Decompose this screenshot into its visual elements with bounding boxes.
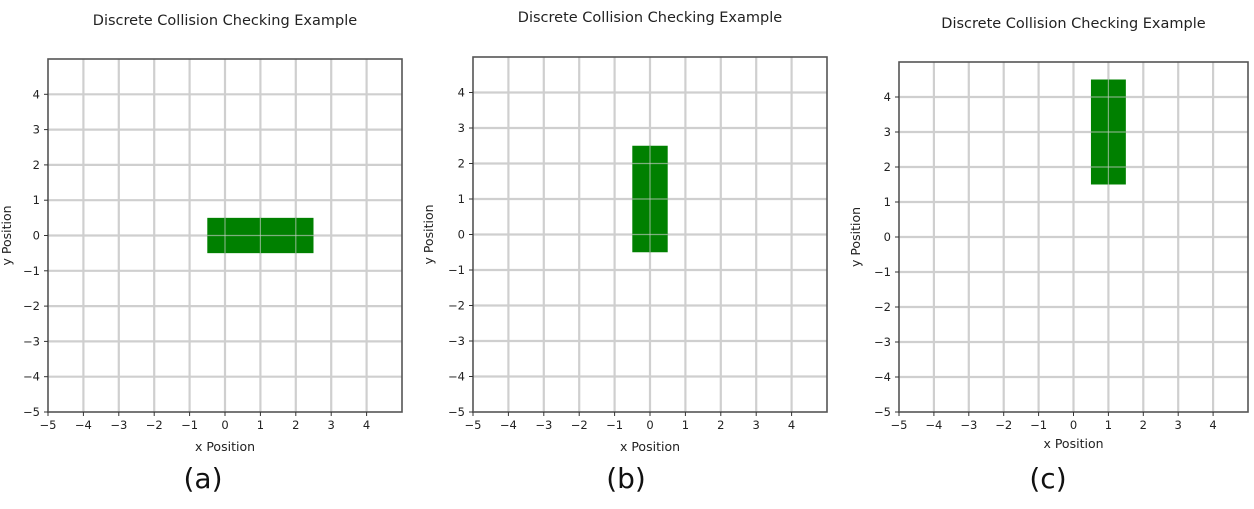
x-tick-label: 2 (292, 418, 299, 432)
x-axis-label: x Position (620, 439, 680, 454)
x-tick-label: 1 (257, 418, 264, 432)
y-tick-label: 0 (884, 230, 891, 244)
x-tick-label: −2 (995, 418, 1012, 432)
plot-title: Discrete Collision Checking Example (941, 16, 1205, 32)
x-tick-label: 3 (1175, 418, 1182, 432)
x-axis-label: x Position (195, 439, 255, 454)
y-axis-label: y Position (848, 207, 863, 267)
panel-caption: (c) (1029, 462, 1067, 495)
y-tick-label: −4 (874, 370, 891, 384)
y-tick-label: −2 (448, 299, 465, 313)
x-tick-label: −5 (465, 418, 482, 432)
x-axis-label: x Position (1043, 436, 1103, 451)
y-tick-label: −1 (23, 264, 40, 278)
x-tick-label: 1 (682, 418, 689, 432)
x-tick-label: −5 (40, 418, 57, 432)
y-tick-label: 0 (458, 228, 465, 242)
y-tick-label: −1 (448, 263, 465, 277)
x-tick-label: −2 (571, 418, 588, 432)
y-tick-label: 2 (33, 158, 40, 172)
y-axis-label: y Position (421, 204, 436, 264)
x-tick-label: 4 (1209, 418, 1216, 432)
x-tick-label: 0 (221, 418, 228, 432)
plot-panel-a: −5 −4 −3 −2 −1 0 1 2 3 4 −5 −4 −3 −2 −1 0 1 2 3 4 Discrete C… (0, 13, 403, 454)
x-tick-label: −4 (500, 418, 517, 432)
x-tick-label: −1 (181, 418, 198, 432)
x-tick-label: 0 (646, 418, 653, 432)
y-tick-label: −3 (448, 334, 465, 348)
x-tick-label: 3 (328, 418, 335, 432)
x-tick-label: −1 (1030, 418, 1047, 432)
plot-title: Discrete Collision Checking Example (93, 13, 357, 29)
x-tick-label: 3 (753, 418, 760, 432)
y-tick-label: 4 (884, 90, 891, 104)
x-tick-label: −3 (535, 418, 552, 432)
x-tick-label: 1 (1105, 418, 1112, 432)
y-tick-label: −2 (874, 300, 891, 314)
x-tick-label: −3 (960, 418, 977, 432)
y-tick-label: 3 (884, 125, 891, 139)
x-tick-label: 4 (788, 418, 795, 432)
y-tick-label: −3 (874, 335, 891, 349)
y-tick-label: −2 (23, 299, 40, 313)
x-tick-label: −4 (75, 418, 92, 432)
y-tick-label: −5 (23, 405, 40, 419)
y-tick-label: −4 (23, 370, 40, 384)
y-tick-label: −5 (874, 405, 891, 419)
x-tick-label: −4 (925, 418, 942, 432)
y-tick-label: 2 (884, 160, 891, 174)
y-tick-label: 4 (33, 87, 40, 101)
x-tick-label: −2 (146, 418, 163, 432)
y-tick-label: −3 (23, 334, 40, 348)
plot-panel-c: −5 −4 −3 −2 −1 0 1 2 3 4 −5 −4 −3 −2 −1 0 1 2 3 4 Discrete C… (848, 16, 1249, 451)
y-tick-label: 1 (884, 195, 891, 209)
panel-caption: (b) (606, 462, 646, 495)
x-tick-label: 0 (1070, 418, 1077, 432)
y-tick-label: 3 (458, 121, 465, 135)
plot-title: Discrete Collision Checking Example (518, 10, 782, 26)
y-tick-label: −5 (448, 405, 465, 419)
y-tick-label: 1 (33, 193, 40, 207)
y-tick-label: 2 (458, 157, 465, 171)
y-tick-label: 4 (458, 86, 465, 100)
plot-panel-b: −5 −4 −3 −2 −1 0 1 2 3 4 −5 −4 −3 −2 −1 0 1 2 3 4 Discrete C… (421, 10, 828, 454)
panel-caption: (a) (183, 462, 223, 495)
x-tick-label: 4 (363, 418, 370, 432)
y-axis-label: y Position (0, 205, 14, 265)
y-tick-label: −1 (874, 265, 891, 279)
y-tick-label: −4 (448, 370, 465, 384)
y-tick-label: 1 (458, 192, 465, 206)
x-tick-label: 2 (1140, 418, 1147, 432)
x-tick-label: −3 (110, 418, 127, 432)
x-tick-label: −1 (606, 418, 623, 432)
y-tick-label: 3 (33, 123, 40, 137)
y-tick-label: 0 (33, 229, 40, 243)
x-tick-label: −5 (891, 418, 908, 432)
x-tick-label: 2 (717, 418, 724, 432)
